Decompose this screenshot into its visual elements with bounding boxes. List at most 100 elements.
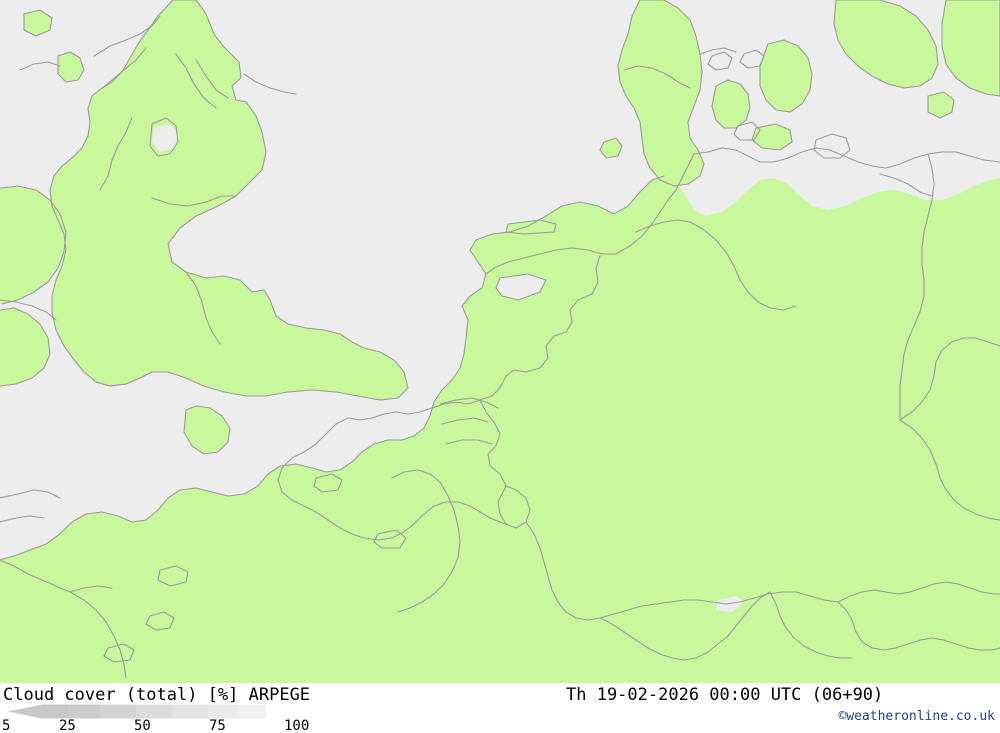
coast-hebrides-2	[149, 117, 179, 157]
coast-brittany-inlet-1	[0, 489, 61, 499]
coast-netherlands	[485, 247, 617, 275]
coast-ijsselmeer-shore	[495, 273, 547, 301]
land-sweden-scania	[834, 0, 938, 88]
land-denmark-funen	[712, 80, 750, 128]
inland-water-group	[152, 124, 744, 612]
coast-zeeland-delta-2	[441, 417, 489, 425]
border-germany-internal-north	[689, 221, 797, 311]
border-belgium-germany	[479, 399, 507, 487]
coast-channel-isle	[313, 473, 343, 493]
border-ireland-northern-ireland	[0, 299, 57, 321]
coast-sweden-scania	[833, 0, 939, 89]
coast-denmark-zealand	[759, 39, 813, 113]
border-switzerland-austria	[837, 601, 1000, 651]
colorbar-step-2	[68, 704, 100, 719]
water-ijsselmeer	[496, 274, 546, 300]
coast-cornwall	[95, 371, 169, 387]
land-bornholm	[928, 92, 954, 118]
coast-denmark-jutland	[617, 0, 705, 187]
colorbar-tick-100: 100	[284, 718, 310, 733]
land-west-frisian-islets	[506, 220, 556, 234]
land-fill-group	[0, 0, 1000, 683]
land-hebrides-isle-1	[58, 52, 84, 82]
coast-great-britain	[49, 0, 409, 401]
copyright-label: ©weatheronline.co.uk	[838, 709, 995, 724]
coast-denmark-isle-small	[707, 51, 733, 71]
colorbar-step-6	[208, 704, 238, 719]
colorbar-tick-50: 50	[134, 718, 151, 733]
border-luxembourg	[497, 485, 531, 529]
colorbar-step-7	[238, 704, 266, 719]
coast-baltic-northeast	[941, 0, 1000, 97]
coast-france-isle-1	[145, 611, 175, 631]
water-lake-geneva	[716, 596, 744, 612]
coast-seine-estuary	[391, 469, 441, 483]
coast-scotland-inlet-3	[175, 53, 217, 109]
coast-denmark-inlet	[699, 47, 737, 55]
coast-baltic-lagoon	[879, 173, 933, 197]
valid-time-label: Th 19-02-2026 00:00 UTC (06+90)	[566, 685, 884, 705]
coast-france-north	[461, 175, 665, 321]
colorbar-gradient-bar	[8, 704, 266, 719]
border-austria-italy	[769, 591, 853, 659]
map-title: Cloud cover (total) [%] ARPEGE	[3, 685, 311, 705]
coast-scotland-inlet-4	[195, 59, 229, 99]
border-france-germany	[525, 521, 601, 621]
land-continental-europe	[0, 176, 1000, 683]
coast-german-bight	[615, 153, 695, 255]
coast-scotland-firth	[243, 73, 297, 95]
land-baltic-northeast	[942, 0, 1000, 96]
coast-limfjord	[623, 65, 691, 89]
border-germany-austria	[837, 581, 1000, 603]
coast-france-estuary	[69, 585, 113, 593]
coast-brittany-isle	[157, 565, 189, 587]
coast-scotland-loch-shore	[99, 117, 133, 191]
colorbar-step-4	[136, 704, 172, 719]
coast-france-atlantic	[0, 559, 127, 679]
land-denmark-jutland	[618, 0, 704, 186]
coast-normandy-isle	[373, 529, 407, 549]
border-scotland-england	[151, 195, 237, 207]
europe-cloud-cover-map	[0, 0, 1000, 683]
coast-normandy-brittany	[0, 319, 469, 561]
coast-denmark-funen	[711, 79, 751, 129]
colorbar-step-3	[100, 704, 136, 719]
border-netherlands-belgium	[347, 399, 481, 421]
colorbar-tick-75: 75	[209, 718, 226, 733]
coast-france-isle-2	[103, 643, 135, 663]
border-wales-england	[185, 271, 221, 345]
border-germany-poland	[899, 153, 935, 421]
map-canvas[interactable]	[0, 0, 1000, 683]
border-switzerland-germany	[599, 591, 839, 619]
border-netherlands-germany	[479, 255, 601, 401]
coast-scotland-bay	[19, 61, 61, 71]
border-france-switzerland	[599, 591, 771, 661]
border-belgium-france	[277, 417, 507, 541]
land-ireland-fragment	[0, 186, 66, 304]
coast-orkney	[23, 9, 53, 37]
coastline-and-border-group	[0, 0, 1000, 679]
colorbar-under-arrow	[8, 704, 42, 719]
coast-denmark-isle-small-2	[739, 49, 765, 69]
map-footer: Cloud cover (total) [%] ARPEGE Th 19-02-…	[0, 683, 1000, 733]
coast-ruegen-isle	[813, 133, 851, 159]
coast-ireland-south	[0, 307, 51, 387]
coast-west-frisian-islets	[505, 219, 557, 235]
water-loch-inland	[152, 124, 178, 152]
border-germany-czech	[899, 419, 1000, 521]
coast-ireland-east	[0, 185, 67, 305]
coast-bornholm	[927, 91, 955, 119]
coast-isle-of-man	[183, 405, 231, 455]
colorbar-tick-25: 25	[59, 718, 76, 733]
land-danish-isle-lolland	[752, 124, 792, 150]
land-orkney-isle	[24, 10, 52, 36]
coast-zeeland-delta	[439, 397, 499, 409]
border-france-internal-1	[397, 481, 461, 613]
colorbar-step-1	[42, 704, 68, 719]
coast-hebrides-1	[57, 51, 85, 83]
coast-zeeland-delta-3	[445, 439, 493, 445]
land-frisian-isle	[600, 138, 622, 158]
land-ireland-south-fragment	[0, 308, 50, 386]
land-denmark-zealand	[760, 40, 812, 112]
